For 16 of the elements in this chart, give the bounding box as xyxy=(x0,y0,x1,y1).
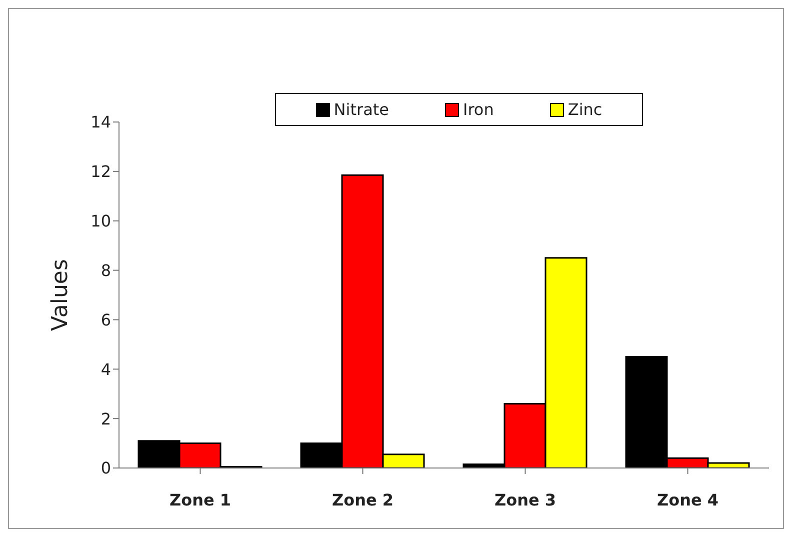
legend-label: Zinc xyxy=(566,100,602,119)
y-tick-label: 8 xyxy=(100,260,111,280)
y-tick-label: 12 xyxy=(90,162,111,182)
x-tick-label: Zone 4 xyxy=(656,490,719,510)
legend-label: Iron xyxy=(462,100,494,119)
y-tick-label: 14 xyxy=(90,112,111,132)
y-axis-title: Values xyxy=(48,259,73,331)
x-tick-label: Zone 2 xyxy=(332,490,394,510)
x-tick-label: Zone 3 xyxy=(494,490,556,510)
x-tick-label: Zone 1 xyxy=(169,490,232,510)
y-tick-label: 6 xyxy=(100,310,111,330)
y-tick-label: 0 xyxy=(100,458,111,478)
y-tick-label: 10 xyxy=(90,212,111,231)
y-tick-label: 4 xyxy=(100,360,111,379)
legend-label: Nitrate xyxy=(332,100,389,119)
y-tick-label: 2 xyxy=(100,409,111,428)
